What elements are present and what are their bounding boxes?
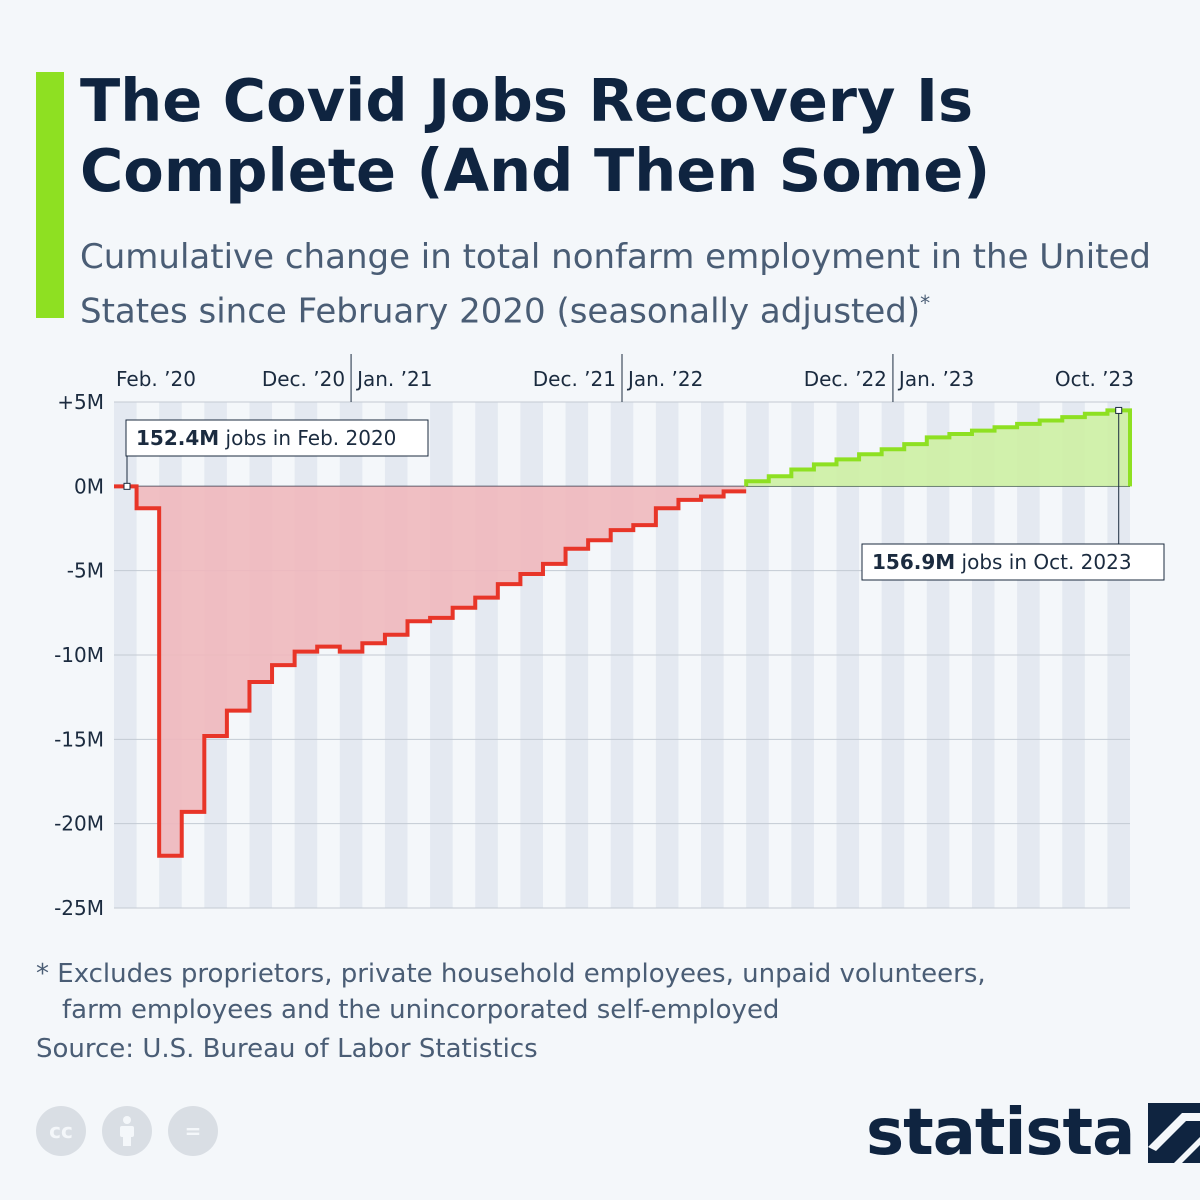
negative-area	[114, 486, 747, 856]
y-tick-label: 0M	[74, 474, 104, 498]
subtitle-footnote-mark: *	[920, 291, 931, 315]
x-tick-label: Oct. ’23	[1055, 367, 1134, 391]
x-tick-label: Dec. ’20	[262, 367, 345, 391]
footnote-line-2: farm employees and the unincorporated se…	[62, 995, 780, 1025]
statista-logo[interactable]: statista	[866, 1096, 1200, 1170]
no-derivatives-icon[interactable]: =	[168, 1106, 218, 1156]
annotation-marker	[123, 482, 131, 490]
x-tick-labels: Feb. ’20 Dec. ’20 Jan. ’21 Dec. ’21 Jan. ’22…	[116, 367, 1134, 391]
footnote: * Excludes proprietors, private househol…	[36, 956, 1136, 1028]
annotation-text: 156.9M jobs in Oct. 2023	[872, 550, 1132, 574]
y-tick-label: -5M	[67, 559, 104, 583]
annotation-value: 152.4M	[136, 426, 219, 450]
y-tick-label: +5M	[57, 390, 104, 414]
x-tick-label: Feb. ’20	[116, 367, 196, 391]
y-tick-label: -10M	[54, 643, 104, 667]
cc-icon[interactable]: cc	[36, 1106, 86, 1156]
x-tick-label: Jan. ’21	[355, 367, 432, 391]
equals-label: =	[184, 1119, 202, 1143]
series-line-negative	[114, 484, 747, 858]
license-icons: cc =	[36, 1106, 218, 1156]
annotation-oct-2023: 156.9M jobs in Oct. 2023	[861, 406, 1165, 581]
chart-areas	[114, 410, 1130, 856]
annotations: 152.4M jobs in Feb. 2020 156.9M jobs in O…	[123, 406, 1165, 581]
x-tick-label: Jan. ’23	[897, 367, 974, 391]
year-separators	[350, 354, 894, 402]
series-line-positive	[744, 408, 1132, 487]
positive-area	[746, 410, 1130, 487]
y-tick-label: -20M	[54, 812, 104, 836]
attribution-icon[interactable]	[102, 1106, 152, 1156]
subtitle-text: Cumulative change in total nonfarm emplo…	[80, 237, 1151, 332]
page-subtitle: Cumulative change in total nonfarm emplo…	[80, 234, 1170, 334]
x-tick-label: Dec. ’22	[804, 367, 887, 391]
statista-mark-icon	[1148, 1103, 1200, 1163]
annotation-feb-2020: 152.4M jobs in Feb. 2020	[123, 419, 429, 490]
person-icon	[120, 1116, 134, 1146]
x-tick-label: Jan. ’22	[626, 367, 703, 391]
page-title: The Covid Jobs Recovery Is Complete (And…	[80, 66, 991, 205]
annotation-label: jobs in Feb. 2020	[219, 426, 396, 450]
cc-label: cc	[49, 1119, 73, 1143]
y-tick-label: -25M	[54, 896, 104, 920]
annotation-value: 156.9M	[872, 550, 955, 574]
source-text: Source: U.S. Bureau of Labor Statistics	[36, 1034, 538, 1064]
annotation-text: 152.4M jobs in Feb. 2020	[136, 426, 396, 450]
footnote-line-1: * Excludes proprietors, private househol…	[36, 959, 986, 989]
accent-bar	[36, 72, 64, 318]
y-tick-labels: +5M 0M -5M -10M -15M -20M -25M	[54, 390, 104, 920]
annotation-marker	[1115, 406, 1123, 414]
annotation-label: jobs in Oct. 2023	[955, 550, 1131, 574]
chart-lines	[114, 408, 1132, 858]
x-tick-label: Dec. ’21	[533, 367, 616, 391]
annotation-box	[125, 419, 429, 457]
annotation-box	[861, 543, 1165, 581]
y-tick-label: -15M	[54, 727, 104, 751]
logo-text: statista	[866, 1096, 1135, 1170]
employment-chart: Feb. ’20 Dec. ’20 Jan. ’21 Dec. ’21 Jan. ’22…	[54, 354, 1165, 920]
